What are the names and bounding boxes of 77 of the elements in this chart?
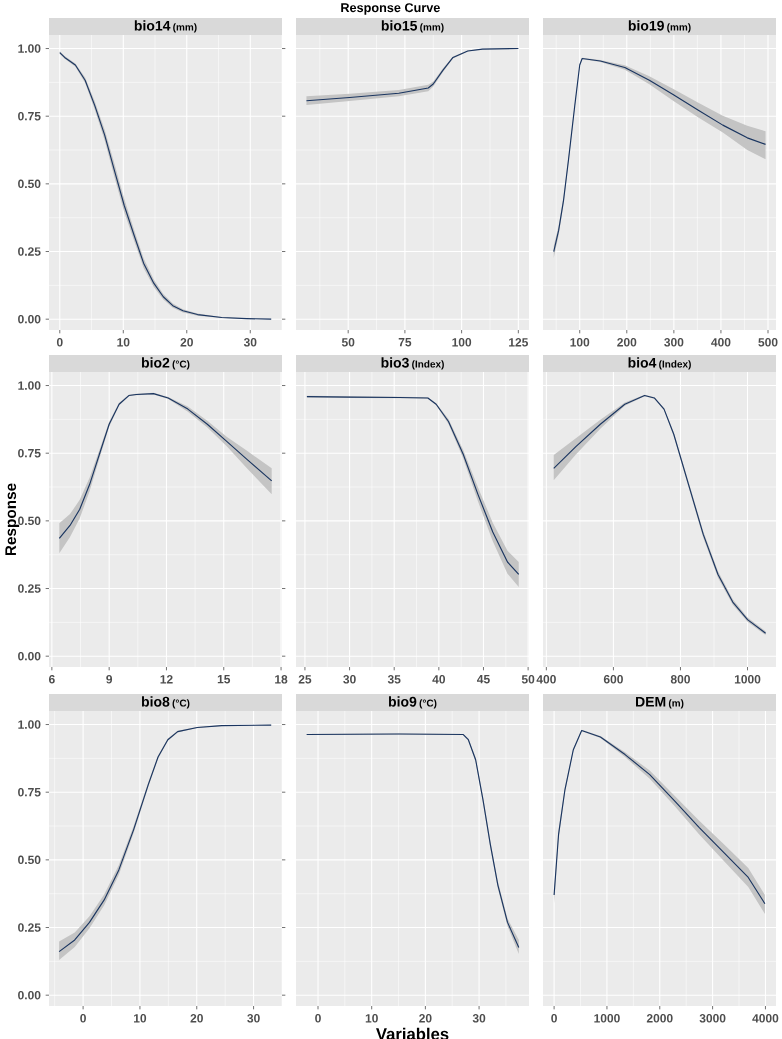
x-tick-label: 100 [452,338,472,347]
y-tick-label: 0.25 [18,247,41,256]
chart-title: bio19 [628,20,664,31]
y-tick-label: 0.00 [18,314,41,324]
x-tick-label: 18 [275,675,288,684]
y-tick-label: 0.75 [18,111,41,121]
x-tick-label: 30 [472,1014,486,1023]
x-tick-label: 30 [243,338,257,347]
x-tick-label: 20 [180,338,193,347]
chart-title: bio8 [141,696,170,707]
chart-subtitle: (°C) [172,699,190,709]
chart-title: bio14 [134,20,171,31]
x-tick-label: 45 [476,675,490,684]
chart-title: bio15 [381,20,418,31]
y-tick-label: 0.50 [18,179,41,189]
chart-subtitle: (Index) [659,360,691,370]
x-tick-label: 400 [536,675,556,684]
chart-subtitle: (°C) [419,699,437,709]
y-tick-label: 0.25 [18,923,41,932]
y-tick-label: 0.50 [18,855,41,865]
chart-title: bio4 [628,357,657,368]
x-axis-title: Variables [376,1027,449,1039]
x-tick-label: 10 [134,1014,147,1023]
x-tick-label: 600 [603,675,623,684]
x-tick-label: 6 [48,675,55,684]
chart-subtitle: (mm) [173,23,197,33]
chart-subtitle: (mm) [420,23,444,33]
x-tick-label: 10 [365,1014,378,1023]
x-tick-label: 25 [298,675,312,684]
y-tick-label: 0.00 [18,651,41,661]
chart-title: bio3 [381,357,409,368]
x-tick-label: 0 [56,338,63,347]
y-tick-label: 0.75 [18,787,41,797]
x-tick-label: 20 [419,1014,432,1023]
chart-title: bio9 [388,696,417,707]
x-tick-label: 400 [711,338,731,347]
x-tick-label: 15 [217,675,231,684]
y-tick-label: 0.75 [18,448,41,458]
y-tick-label: 1.00 [18,720,41,729]
x-tick-label: 100 [570,338,590,347]
y-tick-label: 0.50 [18,516,41,526]
x-tick-label: 1000 [734,675,761,684]
x-tick-label: 2000 [646,1014,673,1023]
y-tick-label: 0.25 [18,584,41,593]
x-tick-label: 9 [106,675,113,684]
x-tick-label: 300 [664,338,684,347]
x-tick-label: 0 [315,1014,321,1023]
y-tick-label: 1.00 [18,44,41,53]
x-tick-label: 35 [387,675,401,684]
x-tick-label: 30 [343,675,356,684]
x-tick-label: 0 [80,1014,86,1023]
chart-subtitle: (°C) [172,360,190,370]
x-tick-label: 40 [432,675,446,684]
x-tick-label: 20 [190,1014,203,1023]
x-tick-label: 800 [670,675,690,684]
x-tick-label: 125 [509,338,529,347]
x-tick-label: 1000 [594,1014,620,1023]
x-tick-label: 0 [551,1014,557,1023]
chart-title: bio2 [141,357,170,368]
x-tick-label: 12 [160,675,173,684]
x-tick-label: 500 [758,338,778,347]
x-tick-label: 30 [247,1014,260,1023]
chart-subtitle: (m) [668,699,684,709]
x-tick-label: 3000 [699,1014,726,1023]
x-tick-label: 10 [117,338,130,347]
y-axis-title: Response [5,483,20,556]
chart-subtitle: (Index) [412,360,444,370]
x-tick-label: 4000 [752,1014,779,1023]
x-tick-label: 75 [398,338,412,347]
y-tick-label: 0.00 [18,990,41,1000]
x-tick-label: 50 [521,675,535,684]
chart-subtitle: (mm) [667,23,691,33]
text: Response Curve [341,3,440,15]
x-tick-label: 200 [617,338,637,347]
y-tick-label: 1.00 [18,381,41,390]
x-tick-label: 50 [341,338,355,347]
chart-title: DEM [636,696,666,707]
